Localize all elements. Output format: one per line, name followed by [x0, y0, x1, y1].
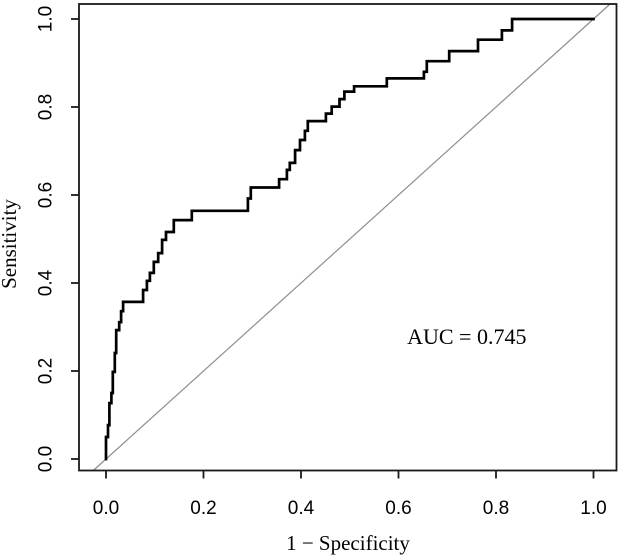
x-tick-label: 0.8: [483, 498, 509, 519]
x-axis-tick-labels: 0.0 0.2 0.4 0.6 0.8 1.0: [93, 498, 607, 519]
diagonal-reference-line: [92, 3, 611, 471]
y-tick-label: 0.0: [36, 446, 57, 472]
y-axis-tick-labels: 0.0 0.2 0.4 0.6 0.8 1.0: [36, 6, 57, 472]
x-tick-label: 0.2: [190, 498, 216, 519]
y-tick-label: 0.6: [36, 182, 57, 208]
x-tick-label: 0.6: [385, 498, 411, 519]
y-tick-label: 0.4: [36, 269, 57, 296]
y-tick-label: 0.2: [36, 358, 57, 384]
auc-annotation: AUC = 0.745: [407, 324, 526, 349]
y-tick-label: 0.8: [36, 94, 57, 120]
y-axis-ticks: [71, 18, 79, 460]
roc-curve-line: [104, 17, 595, 461]
y-tick-label: 1.0: [36, 6, 57, 32]
x-axis-title: 1 − Specificity: [286, 531, 410, 555]
x-tick-label: 1.0: [580, 498, 606, 519]
x-tick-label: 0.0: [93, 498, 119, 519]
plot-box: [78, 3, 618, 472]
x-tick-label: 0.4: [288, 498, 315, 519]
x-axis-ticks: [105, 470, 595, 479]
y-axis-title: Sensitivity: [0, 199, 21, 289]
